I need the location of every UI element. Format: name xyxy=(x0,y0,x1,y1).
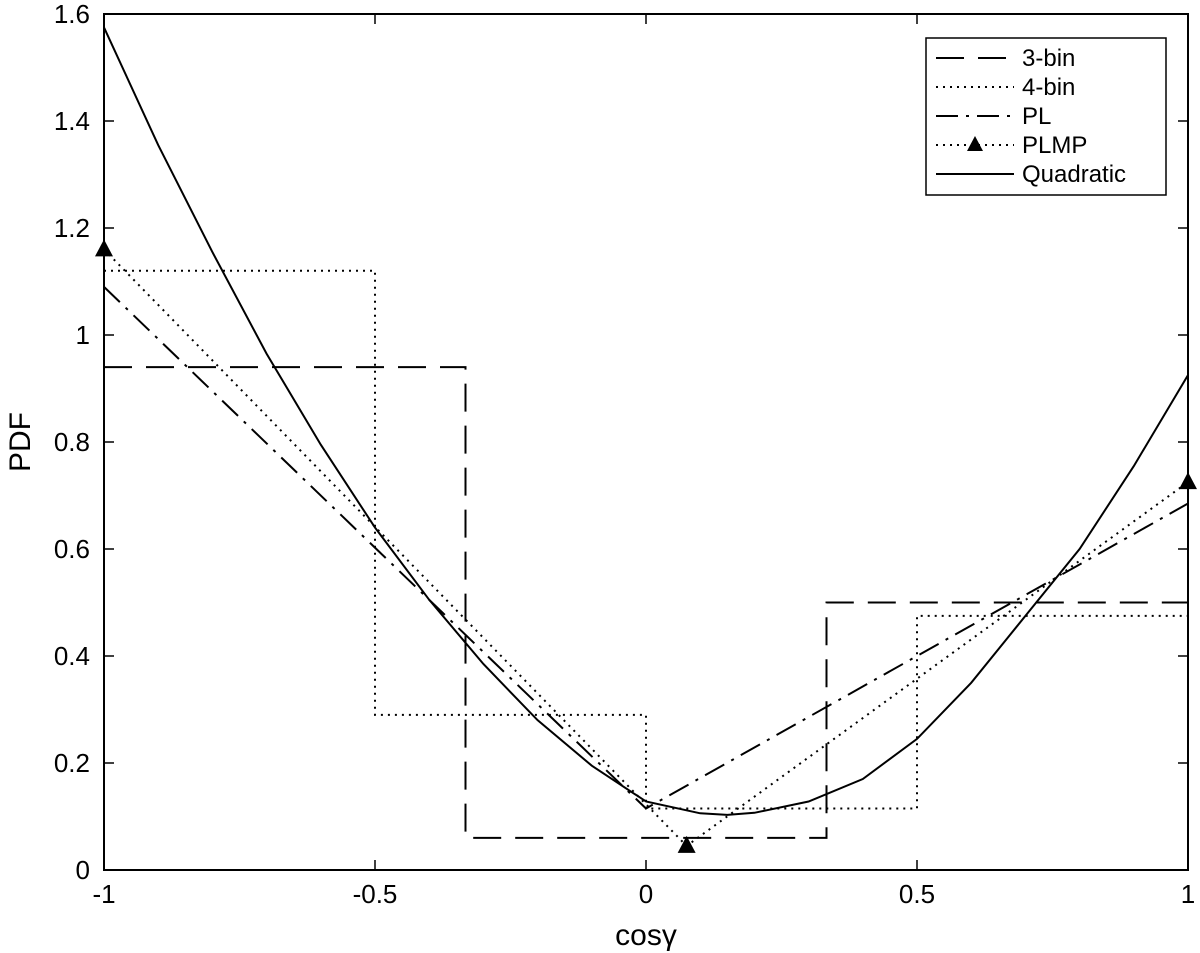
series-line-3-bin xyxy=(104,366,1188,839)
legend-label: 3-bin xyxy=(1022,45,1075,72)
x-tick-label: 1 xyxy=(1181,879,1195,909)
series-line-quadratic xyxy=(103,26,1189,816)
legend-label: PLMP xyxy=(1022,132,1087,159)
series-line-4-bin xyxy=(104,269,1188,810)
x-tick-label: 0.5 xyxy=(899,879,935,909)
legend-marker xyxy=(967,136,983,151)
x-tick-label: -1 xyxy=(92,879,115,909)
x-tick-label: -0.5 xyxy=(353,879,398,909)
y-axis-label: PDF xyxy=(4,412,37,472)
x-tick-label: 0 xyxy=(639,879,653,909)
y-tick-label: 0.2 xyxy=(54,748,90,778)
y-tick-label: 1.4 xyxy=(54,106,90,136)
ticks-layer: -1 -0.5 0 0.5 1 0 0.2 0.4 0.6 0.8 1 1.2 1.4 1.6 xyxy=(54,0,1195,909)
y-tick-label: 0.6 xyxy=(54,534,90,564)
x-axis-label: cosγ xyxy=(615,919,677,952)
series-line-plmp xyxy=(103,248,1189,848)
y-tick-label: 1 xyxy=(76,320,90,350)
y-tick-label: 1.6 xyxy=(54,0,90,29)
legend-label: PL xyxy=(1022,103,1051,130)
y-tick-label: 0 xyxy=(76,855,90,885)
legend-label: Quadratic xyxy=(1022,161,1126,188)
legend-label: 4-bin xyxy=(1022,74,1075,101)
y-tick-label: 0.4 xyxy=(54,641,90,671)
y-tick-label: 1.2 xyxy=(54,213,90,243)
series-line-pl xyxy=(103,286,1189,810)
plmp-marker xyxy=(677,835,696,853)
series-layer xyxy=(95,26,1197,853)
y-tick-label: 0.8 xyxy=(54,427,90,457)
